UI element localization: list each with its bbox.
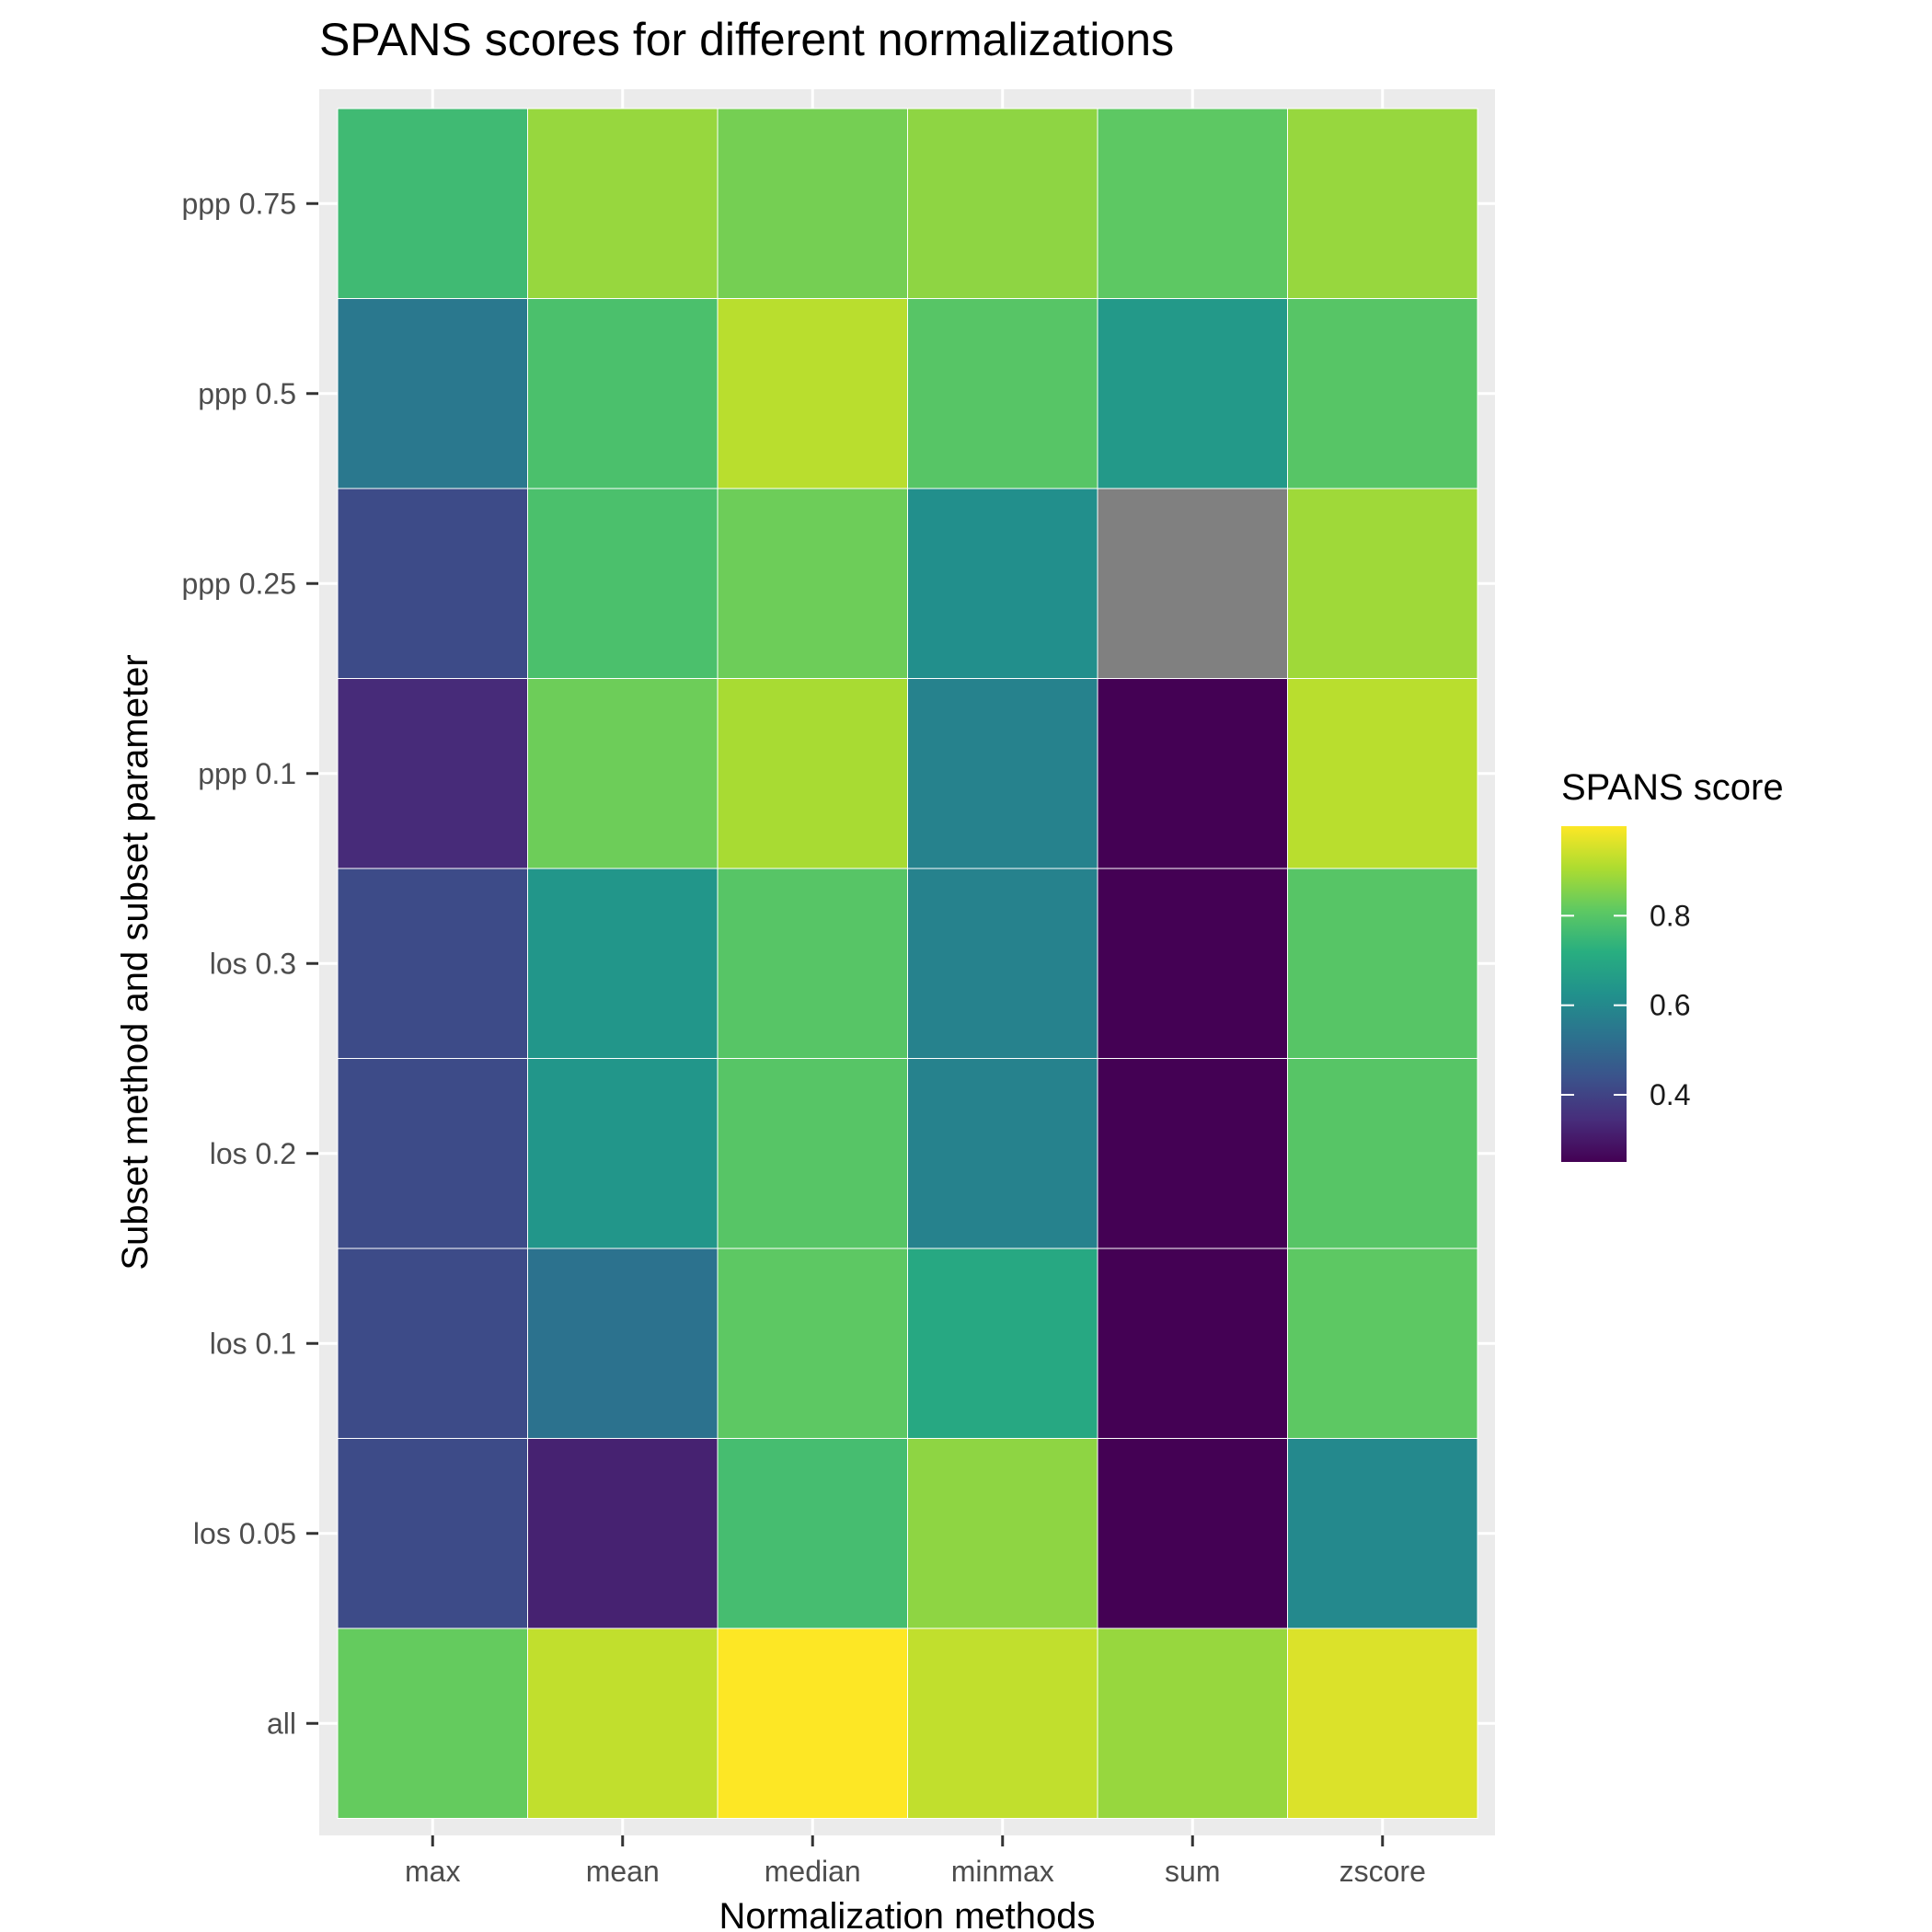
heatmap-cell (337, 488, 528, 679)
heatmap-cell (527, 298, 719, 489)
legend: SPANS score 0.4 0.6 0.8 (1561, 767, 1784, 1162)
heatmap-cell (527, 1627, 719, 1819)
heatmap-cell (907, 1438, 1098, 1629)
legend-title: SPANS score (1561, 767, 1784, 808)
y-tick-label: ppp 0.75 (181, 187, 296, 220)
heatmap-cell (527, 1058, 719, 1249)
chart-title: SPANS scores for different normalization… (319, 14, 1174, 65)
y-tick-label: los 0.3 (210, 947, 296, 980)
x-tick-label: zscore (1340, 1855, 1426, 1888)
x-tick-label: median (765, 1855, 861, 1888)
heatmap-cell (337, 1058, 528, 1249)
heatmap-cell (907, 108, 1098, 299)
y-axis-title: Subset method and subset parameter (115, 654, 155, 1270)
heatmap-cell (717, 868, 908, 1059)
heatmap-cell (717, 488, 908, 679)
heatmap-cell (1097, 678, 1288, 869)
heatmap-cell (1097, 1058, 1288, 1249)
heatmap-cell (717, 108, 908, 299)
y-tick-label: ppp 0.5 (198, 377, 296, 410)
heatmap-cell (907, 868, 1098, 1059)
heatmap-cell (1097, 1627, 1288, 1819)
heatmap-cell (1097, 298, 1288, 489)
heatmap-cell (717, 1248, 908, 1439)
heatmap-cell (1097, 1438, 1288, 1629)
heatmap-cell (337, 868, 528, 1059)
heatmap-cell (527, 108, 719, 299)
heatmap-cell (1097, 488, 1288, 679)
x-tick-label: minmax (951, 1855, 1054, 1888)
heatmap-cell (1287, 678, 1478, 869)
heatmap-cell (527, 1248, 719, 1439)
heatmap-cell (527, 1438, 719, 1629)
heatmap-cell (337, 1627, 528, 1819)
heatmap-cell (907, 678, 1098, 869)
heatmap-cell (527, 868, 719, 1059)
heatmap-cell (907, 298, 1098, 489)
legend-tick-label: 0.8 (1650, 899, 1690, 932)
heatmap-cell (337, 678, 528, 869)
heatmap-cell (527, 488, 719, 679)
heatmap-cell (1287, 1058, 1478, 1249)
legend-tick-label: 0.4 (1650, 1078, 1690, 1111)
heatmap-cell (337, 1438, 528, 1629)
heatmap-cell (907, 488, 1098, 679)
heatmap-cell (1287, 298, 1478, 489)
legend-ticks: 0.4 0.6 0.8 (1561, 899, 1690, 1111)
y-tick-label: los 0.1 (210, 1327, 296, 1360)
x-tick-label: mean (586, 1855, 660, 1888)
heatmap-cell (1097, 1248, 1288, 1439)
heatmap-cell (717, 1438, 908, 1629)
heatmap-cell (907, 1058, 1098, 1249)
y-tick-label: ppp 0.25 (181, 567, 296, 600)
heatmap-cell (1097, 868, 1288, 1059)
heatmap-cell (1287, 1438, 1478, 1629)
heatmap-cell (1287, 1627, 1478, 1819)
y-tick-label: los 0.05 (193, 1517, 296, 1550)
y-tick-label: all (267, 1707, 296, 1740)
heatmap-cell (1287, 488, 1478, 679)
heatmap-cell (717, 1058, 908, 1249)
heatmap-cell (1287, 868, 1478, 1059)
x-tick-label: sum (1165, 1855, 1220, 1888)
heatmap-cell (907, 1248, 1098, 1439)
heatmap-cell (337, 298, 528, 489)
heatmap-cell (527, 678, 719, 869)
y-tick-label: ppp 0.1 (198, 757, 296, 790)
legend-colorbar (1561, 826, 1627, 1162)
heatmap-cell (717, 678, 908, 869)
heatmap-cell (907, 1627, 1098, 1819)
heatmap-cell (717, 1627, 908, 1819)
x-tick-label: max (405, 1855, 460, 1888)
heatmap-cell (1287, 1248, 1478, 1439)
heatmap-cell (1097, 108, 1288, 299)
x-axis-title: Normalization methods (719, 1896, 1095, 1932)
heatmap-cell (337, 1248, 528, 1439)
heatmap-cell (717, 298, 908, 489)
legend-tick-label: 0.6 (1650, 989, 1690, 1022)
heatmap-cell (1287, 108, 1478, 299)
heatmap-cells (337, 108, 1478, 1819)
x-axis-ticks: max mean median minmax sum zscore (405, 1835, 1426, 1888)
heatmap-cell (337, 108, 528, 299)
y-axis-ticks: all los 0.05 los 0.1 los 0.2 los 0.3 ppp 0.1 p… (181, 187, 318, 1740)
y-tick-label: los 0.2 (210, 1137, 296, 1170)
